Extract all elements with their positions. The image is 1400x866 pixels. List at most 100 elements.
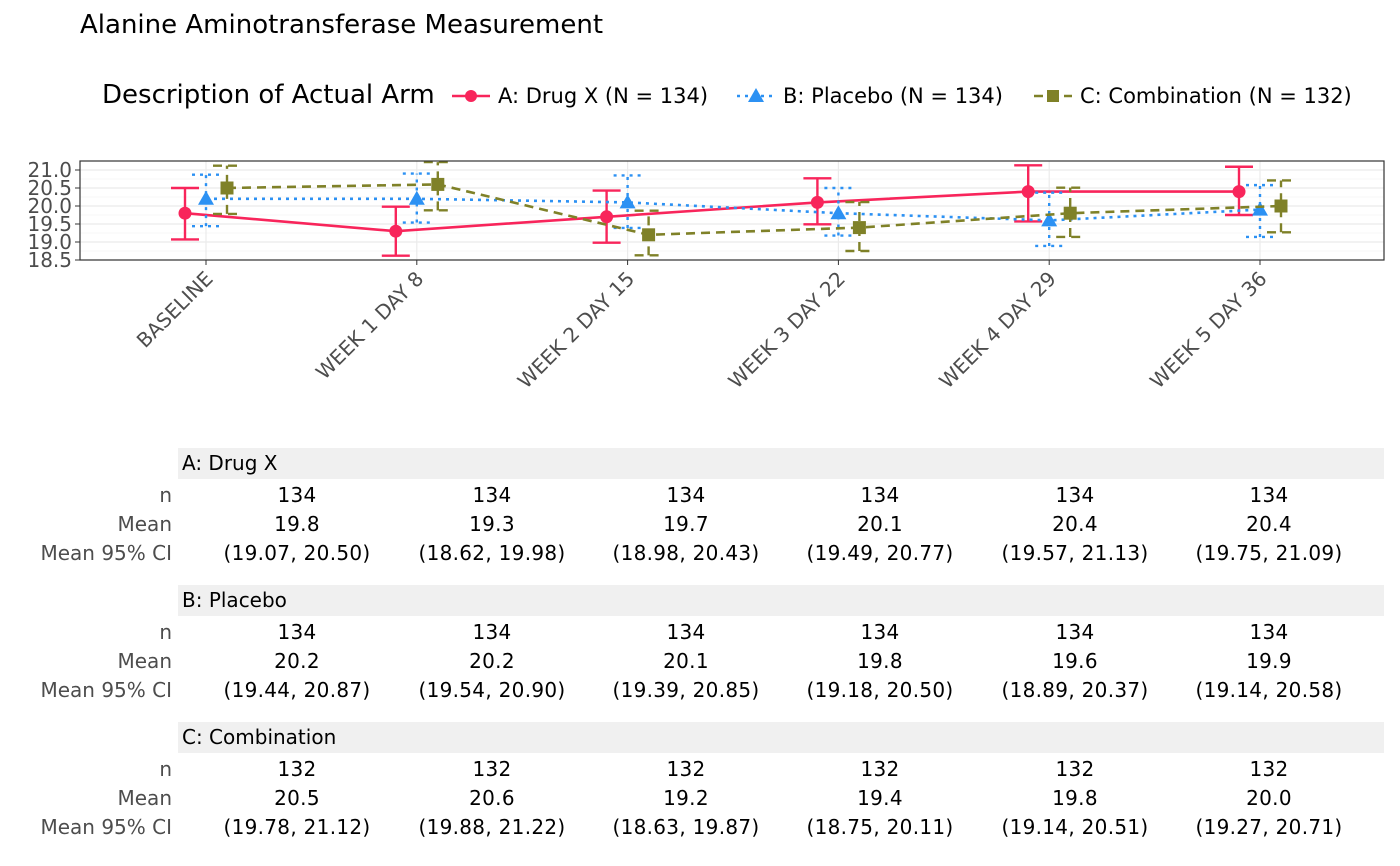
table-cell: (19.44, 20.87) <box>223 678 371 702</box>
table-cell: (18.63, 19.87) <box>612 815 760 839</box>
data-point <box>619 194 636 209</box>
table-cell: (18.75, 20.11) <box>806 815 954 839</box>
table-cell: (19.07, 20.50) <box>223 541 371 565</box>
table-cell: 19.3 <box>469 512 515 536</box>
table-row: Mean 20.5 20.6 19.2 19.4 19.8 20.0 <box>0 786 1400 814</box>
legend-label: C: Combination (N = 132) <box>1080 84 1352 108</box>
legend-item: C: Combination (N = 132) <box>1032 82 1352 110</box>
x-tick-label: WEEK 2 DAY 15 <box>513 267 639 393</box>
table-cell: 20.4 <box>1246 512 1292 536</box>
table-cell: 134 <box>472 620 512 644</box>
table-cell: 19.8 <box>857 649 903 673</box>
table-cell: 132 <box>666 757 706 781</box>
table-cell: (19.88, 21.22) <box>418 815 566 839</box>
data-point <box>1252 201 1268 216</box>
data-point <box>389 224 403 238</box>
table-row: Mean 19.8 19.3 19.7 20.1 20.4 20.4 <box>0 512 1400 540</box>
table-cell: 20.1 <box>663 649 709 673</box>
data-point <box>1232 185 1246 199</box>
table-cell: 132 <box>472 757 512 781</box>
table-cell: 134 <box>1055 620 1095 644</box>
table-cell: (18.89, 20.37) <box>1001 678 1149 702</box>
table-row-label: Mean <box>117 786 173 810</box>
table-cell: 134 <box>1249 483 1289 507</box>
table-cell: (19.54, 20.90) <box>418 678 566 702</box>
table-cell: 134 <box>277 483 317 507</box>
table-cell: 134 <box>666 483 706 507</box>
table-row-label: Mean 95% CI <box>40 541 172 565</box>
data-point <box>220 181 234 195</box>
y-tick-label: 20.5 <box>27 176 72 200</box>
legend-label: A: Drug X (N = 134) <box>498 84 709 108</box>
x-tick-label: WEEK 4 DAY 29 <box>934 267 1060 393</box>
table-cell: (19.14, 20.51) <box>1001 815 1149 839</box>
table-row-label: n <box>159 757 172 781</box>
table-cell: (19.14, 20.58) <box>1195 678 1343 702</box>
table-cell: 132 <box>1249 757 1289 781</box>
data-point <box>431 177 445 191</box>
series-line <box>226 183 1282 237</box>
table-cell: 134 <box>1055 483 1095 507</box>
data-point <box>1274 199 1288 213</box>
table-cell: 19.7 <box>663 512 709 536</box>
table-cell: 20.2 <box>469 649 515 673</box>
table-cell: 134 <box>1249 620 1289 644</box>
x-tick-label: WEEK 5 DAY 36 <box>1145 267 1271 393</box>
table-cell: (19.49, 20.77) <box>806 541 954 565</box>
table-cell: 19.2 <box>663 786 709 810</box>
table-row-label: n <box>159 620 172 644</box>
table-row: n 134 134 134 134 134 134 <box>0 620 1400 648</box>
legend-title: Description of Actual Arm <box>102 80 435 110</box>
data-point <box>642 228 656 242</box>
x-tick-label: WEEK 1 DAY 8 <box>311 267 428 384</box>
data-point <box>810 195 824 209</box>
table-cell: (18.62, 19.98) <box>418 541 566 565</box>
x-tick-label: WEEK 3 DAY 22 <box>723 267 849 393</box>
legend-item: A: Drug X (N = 134) <box>450 82 708 110</box>
table-cell: 19.9 <box>1246 649 1292 673</box>
chart-title: Alanine Aminotransferase Measurement <box>80 10 604 40</box>
data-point <box>1063 206 1077 220</box>
table-cell: 19.6 <box>1052 649 1098 673</box>
x-tick-label: BASELINE <box>132 267 218 353</box>
table-cell: 134 <box>666 620 706 644</box>
legend-key <box>737 88 775 102</box>
table-cell: 19.8 <box>274 512 320 536</box>
table-cell: 20.5 <box>274 786 320 810</box>
y-tick-label: 19.5 <box>27 212 72 236</box>
table-cell: 132 <box>1055 757 1095 781</box>
table-row: Mean 20.2 20.2 20.1 19.8 19.6 19.9 <box>0 649 1400 677</box>
table-cell: (19.57, 21.13) <box>1001 541 1149 565</box>
table-row: Mean 95% CI (19.07, 20.50) (18.62, 19.98) (… <box>0 541 1400 569</box>
plot-border <box>79 160 1385 261</box>
legend-label: B: Placebo (N = 134) <box>783 84 1003 108</box>
table-cell: (19.78, 21.12) <box>223 815 371 839</box>
y-tick-label: 20.0 <box>27 194 72 218</box>
data-point <box>178 206 192 220</box>
table-cell: 132 <box>277 757 317 781</box>
table-cell: (18.98, 20.43) <box>612 541 760 565</box>
table-cell: 132 <box>860 757 900 781</box>
table-cell: (19.39, 20.85) <box>612 678 760 702</box>
table-cell: (19.27, 20.71) <box>1195 815 1343 839</box>
legend-key <box>452 90 490 102</box>
table-cell: 20.1 <box>857 512 903 536</box>
table-cell: 19.8 <box>1052 786 1098 810</box>
data-point <box>852 221 866 235</box>
data-point <box>1041 212 1058 227</box>
table-cell: 20.6 <box>469 786 515 810</box>
table-row-label: Mean <box>117 512 173 536</box>
table-cell: 20.4 <box>1052 512 1098 536</box>
table-row-label: Mean 95% CI <box>40 678 172 702</box>
table-cell: (19.18, 20.50) <box>806 678 954 702</box>
table-group-header: C: Combination <box>178 722 1384 753</box>
table-cell: 20.0 <box>1246 786 1292 810</box>
table-group-header: A: Drug X <box>178 448 1384 479</box>
data-point <box>830 205 847 220</box>
table-cell: 134 <box>277 620 317 644</box>
legend-key <box>1034 90 1072 102</box>
table-group-header: B: Placebo <box>178 585 1384 616</box>
data-point <box>408 190 425 205</box>
table-cell: 20.2 <box>274 649 320 673</box>
